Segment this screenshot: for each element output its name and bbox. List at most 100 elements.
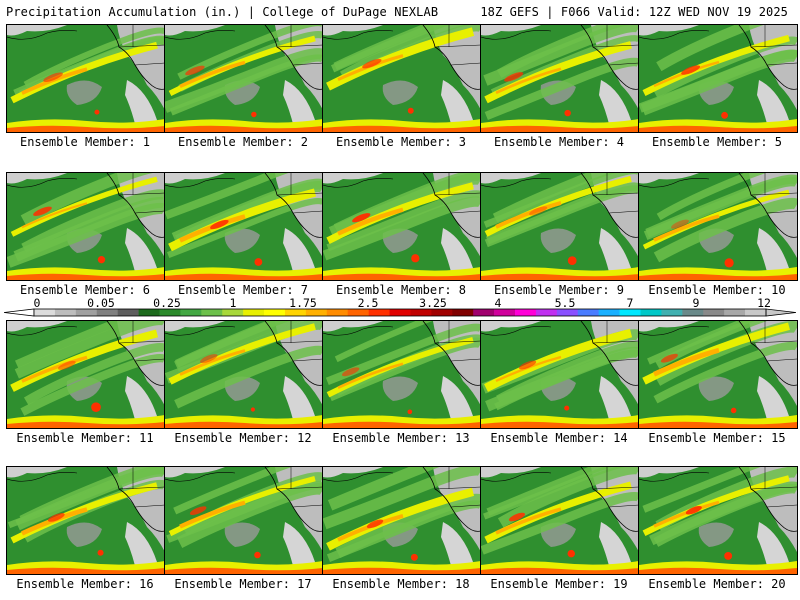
color-scale-bar [4,308,796,317]
ensemble-member-panel [322,24,482,133]
colorbar-swatch [598,309,620,316]
colorbar-tick-label: 1.75 [289,296,317,310]
precip-map-image [323,321,481,428]
ensemble-member-label: Ensemble Member: 4 [493,135,625,149]
map-title: Precipitation Accumulation (in.) | Colle… [6,5,439,19]
colorbar-tick-label: 12 [757,296,771,310]
ensemble-member-panel [322,172,482,281]
ensemble-member-panel [6,320,166,429]
colorbar-tick-label: 0 [33,296,41,310]
precip-map-image [481,25,639,132]
colorbar-tick-label: 9 [692,296,700,310]
colorbar-max-arrow [765,308,796,317]
colorbar-swatch [410,309,432,316]
colorbar-swatch [180,309,202,316]
ensemble-member-label: Ensemble Member: 12 [174,431,312,445]
ensemble-member-label: Ensemble Member: 20 [648,577,786,591]
ensemble-member-label: Ensemble Member: 9 [493,283,625,297]
ensemble-member-panel [480,466,640,575]
colorbar-swatch [703,309,725,316]
run-info: 18Z GEFS | F066 Valid: 12Z WED NOV 19 20… [480,5,788,19]
colorbar-tick-label: 0.05 [87,296,115,310]
ensemble-member-panel [164,320,324,429]
colorbar-swatch [494,309,516,316]
colorbar-swatch [556,309,579,316]
colorbar-tick-label: 2.5 [357,296,379,310]
colorbar-swatch [75,309,98,316]
colorbar-swatch [640,309,662,316]
ensemble-member-panel [164,172,324,281]
precip-map-image [639,173,797,280]
colorbar-swatch [96,309,118,316]
colorbar-swatch [473,309,495,316]
precip-map-image [323,25,481,132]
precip-map-image [639,321,797,428]
ensemble-member-label: Ensemble Member: 5 [651,135,783,149]
colorbar-tick-label: 3.25 [419,296,447,310]
ensemble-member-label: Ensemble Member: 13 [332,431,470,445]
colorbar-swatch [326,309,349,316]
colorbar-swatch [535,309,558,316]
colorbar-tick-label: 1 [229,296,237,310]
ensemble-member-label: Ensemble Member: 1 [19,135,151,149]
ensemble-member-panel [6,466,166,575]
precip-map-image [481,321,639,428]
precip-map-image [7,467,165,574]
colorbar-tick-label: 4 [494,296,502,310]
colorbar-swatch [54,309,77,316]
colorbar-swatch [159,309,181,316]
ensemble-member-label: Ensemble Member: 7 [177,283,309,297]
precip-map-image [7,321,165,428]
colorbar-swatch [243,309,265,316]
colorbar-swatch [347,309,369,316]
precip-map-image [481,173,639,280]
colorbar-swatch [389,309,411,316]
colorbar-min-arrow [4,308,35,317]
ensemble-member-label: Ensemble Member: 14 [490,431,628,445]
precip-map-image [481,467,639,574]
colorbar-swatch [34,309,56,316]
ensemble-member-label: Ensemble Member: 8 [335,283,467,297]
ensemble-member-panel [322,466,482,575]
colorbar-swatch [284,309,307,316]
ensemble-member-label: Ensemble Member: 19 [490,577,628,591]
ensemble-member-panel [6,172,166,281]
ensemble-member-label: Ensemble Member: 11 [16,431,154,445]
colorbar-swatch [452,309,474,316]
ensemble-member-label: Ensemble Member: 6 [19,283,151,297]
ensemble-member-panel [638,466,798,575]
ensemble-member-label: Ensemble Member: 16 [16,577,154,591]
colorbar-swatch [577,309,599,316]
ensemble-member-label: Ensemble Member: 3 [335,135,467,149]
colorbar-swatch [431,309,453,316]
precip-map-image [165,173,323,280]
colorbar-swatch [682,309,704,316]
colorbar-swatch [305,309,328,316]
colorbar-swatch [724,309,746,316]
colorbar-swatch [138,309,160,316]
colorbar-tick-label: 5.5 [554,296,576,310]
colorbar-tick-label: 7 [626,296,634,310]
colorbar-outline [33,308,767,317]
precip-map-image [165,467,323,574]
colorbar-tick-label: 0.25 [153,296,181,310]
colorbar-swatch [264,309,286,316]
colorbar-swatch [619,309,641,316]
ensemble-member-label: Ensemble Member: 17 [174,577,312,591]
ensemble-member-panel [6,24,166,133]
precip-map-image [323,467,481,574]
ensemble-member-panel [164,24,324,133]
ensemble-member-label: Ensemble Member: 18 [332,577,470,591]
ensemble-member-label: Ensemble Member: 10 [648,283,786,297]
ensemble-member-panel [638,24,798,133]
ensemble-member-panel [480,172,640,281]
colorbar-swatch [368,309,390,316]
colorbar-swatch [661,309,683,316]
precip-map-image [165,321,323,428]
colorbar-swatch [745,309,767,316]
precip-map-image [7,25,165,132]
ensemble-member-panel [638,172,798,281]
colorbar-swatch [222,309,244,316]
ensemble-member-label: Ensemble Member: 15 [648,431,786,445]
ensemble-member-panel [638,320,798,429]
